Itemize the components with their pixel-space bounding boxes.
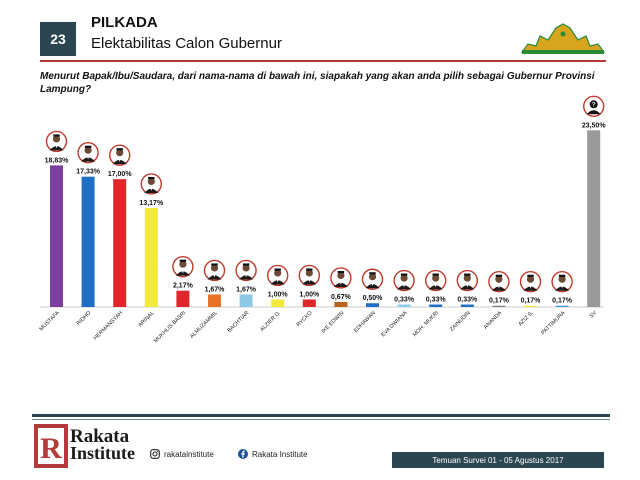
category-label: AZIZ S. (517, 310, 535, 328)
candidate-photo-icon (235, 259, 257, 282)
facebook-icon (238, 449, 248, 459)
data-label: 17,33% (76, 169, 101, 176)
category-label: MOH. MUKRI (412, 310, 440, 338)
rakata-logo-icon: R (34, 424, 68, 468)
category-label: ALMUZAMMIL (189, 310, 219, 340)
bar (50, 165, 63, 307)
candidate-photo-icon (361, 268, 384, 290)
svg-text:?: ? (592, 102, 596, 108)
data-label: 23,50% (582, 122, 607, 129)
category-label: PATTIMURA (540, 310, 566, 336)
bar (397, 304, 411, 307)
data-label: 0,33% (457, 297, 478, 304)
candidate-photo-icon (519, 271, 542, 293)
bar (239, 294, 253, 307)
bar (271, 299, 285, 307)
footer-divider-thin (32, 419, 610, 420)
survey-question: Menurut Bapak/Ibu/Saudara, dari nama-nam… (40, 71, 595, 95)
data-label: 0,17% (521, 298, 542, 305)
bar (302, 299, 316, 307)
data-label: 18,83% (45, 157, 70, 164)
data-label: 1,67% (205, 286, 226, 293)
category-label: BACHTIAR (227, 310, 251, 334)
bar (334, 301, 348, 307)
data-label: 0,17% (489, 298, 510, 305)
category-label: EVA DWIANA (380, 310, 408, 338)
brand-line-2: Institute (70, 443, 136, 463)
data-label: 1,00% (268, 291, 289, 298)
candidate-photo-icon (172, 255, 194, 278)
footer-divider (32, 414, 610, 417)
candidate-photo-icon (298, 264, 320, 287)
category-label: RYCKO (296, 310, 315, 329)
page-subtitle: Elektabilitas Calon Gubernur (91, 35, 282, 52)
siger-emblem-icon (520, 23, 606, 54)
data-label: 0,33% (426, 297, 447, 304)
instagram-handle: rakatainstitute (164, 449, 214, 459)
instagram-icon (150, 449, 160, 459)
category-label: ALZIER D. (259, 310, 282, 333)
data-label: 0,17% (552, 298, 573, 305)
data-label: 0,33% (394, 297, 415, 304)
candidate-photo-icon (488, 271, 510, 293)
bar (555, 305, 569, 307)
bar (587, 130, 601, 307)
candidate-photo-icon (330, 267, 352, 289)
brand-name: Rakata Institute (70, 426, 136, 463)
candidate-photo-icon (267, 264, 289, 287)
candidate-photo-icon (456, 269, 478, 292)
bar (176, 290, 190, 307)
facebook-page: Rakata Institute (252, 449, 308, 459)
category-label: HERMANSYAH (93, 310, 124, 341)
category-label: EDHAWAN (353, 310, 377, 334)
data-label: 1,00% (299, 291, 320, 298)
svg-text:R: R (40, 432, 62, 465)
category-label: IKE EDWIN (321, 310, 346, 335)
category-label: ARINAL (137, 310, 155, 328)
candidate-photo-icon (77, 141, 99, 164)
candidate-photo-icon (393, 269, 415, 292)
bar (144, 207, 158, 307)
bar (492, 305, 506, 307)
bar (460, 304, 474, 307)
category-label: ANANDA (483, 310, 504, 331)
category-label: MUSTAFA (39, 310, 62, 333)
candidate-photo-icon (140, 173, 163, 195)
bar (81, 176, 95, 307)
bar (429, 304, 443, 307)
category-label: RIDHO (76, 310, 93, 327)
header-divider (40, 60, 606, 62)
candidate-photo-icon: ? (583, 95, 605, 117)
data-label: 13,17% (139, 200, 164, 207)
facebook-link[interactable]: Rakata Institute (238, 449, 308, 459)
category-label: ZAINUDIN (449, 310, 472, 333)
bar (524, 305, 537, 307)
category-label: MUKHLIS BASRI (153, 310, 188, 345)
instagram-link[interactable]: rakatainstitute (150, 449, 214, 459)
candidate-photo-icon (551, 271, 573, 293)
candidate-photo-icon (203, 259, 226, 282)
page-title: PILKADA (91, 14, 158, 31)
brand-line-1: Rakata (70, 426, 130, 447)
data-label: 2,17% (173, 283, 194, 290)
data-label: 0,67% (331, 294, 352, 301)
survey-date-banner: Temuan Survei 01 - 05 Agustus 2017 (392, 452, 604, 468)
candidate-photo-icon (108, 144, 131, 166)
candidate-photo-icon (425, 269, 447, 292)
candidate-photo-icon (45, 130, 68, 153)
data-label: 0,50% (363, 295, 384, 302)
data-label: 1,67% (236, 286, 257, 293)
category-label: SV (589, 310, 599, 320)
bar (366, 303, 379, 307)
data-label: 17,00% (108, 171, 133, 178)
bar (208, 294, 221, 307)
bar (113, 179, 127, 307)
slide-number-badge: 23 (40, 22, 76, 56)
